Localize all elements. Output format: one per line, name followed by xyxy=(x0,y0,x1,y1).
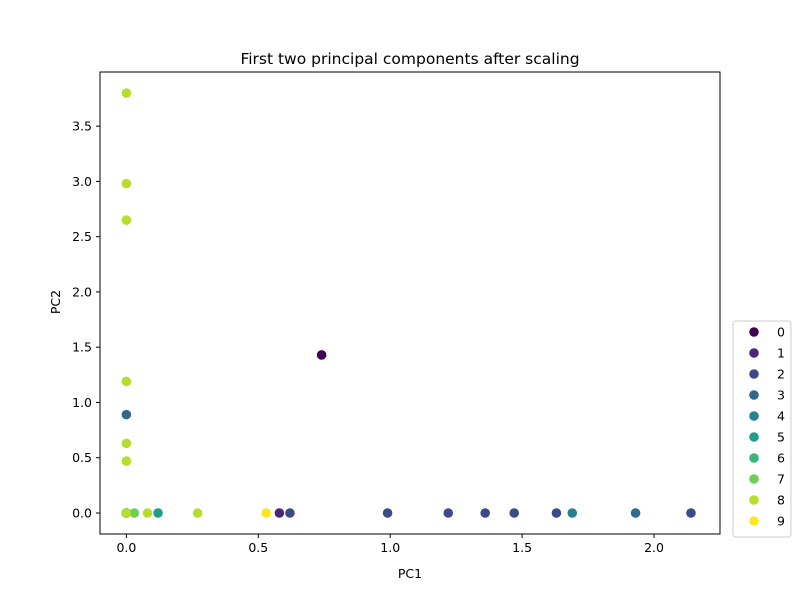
y-tick-label: 0.0 xyxy=(72,506,92,521)
legend-frame xyxy=(732,320,792,538)
data-point-class-2 xyxy=(480,508,490,518)
legend-label-7: 7 xyxy=(777,472,785,487)
data-point-class-8 xyxy=(121,215,132,225)
legend-marker-5 xyxy=(749,432,759,442)
data-point-class-3 xyxy=(121,409,132,420)
y-tick-label: 3.5 xyxy=(72,119,92,134)
plot-area xyxy=(99,71,721,535)
x-tick-label: 1.0 xyxy=(380,540,400,555)
data-point-class-2 xyxy=(509,508,520,518)
legend-marker-6 xyxy=(749,453,759,463)
data-point-class-8 xyxy=(121,438,132,449)
y-tick-label: 2.5 xyxy=(72,229,92,244)
data-point-class-8 xyxy=(121,376,132,387)
data-point-class-5 xyxy=(153,508,163,518)
y-axis-label: PC2 xyxy=(48,290,63,314)
x-tick-label: 0.5 xyxy=(248,540,268,555)
data-points xyxy=(121,88,696,518)
legend-label-2: 2 xyxy=(777,367,785,382)
legend-label-4: 4 xyxy=(777,409,785,424)
x-tick-label: 0.0 xyxy=(116,540,136,555)
legend-label-6: 6 xyxy=(777,451,785,466)
x-tick-label: 1.5 xyxy=(512,540,532,555)
data-point-class-3 xyxy=(630,508,641,518)
x-axis-label: PC1 xyxy=(398,566,422,581)
legend-marker-7 xyxy=(749,474,759,484)
data-point-class-8 xyxy=(192,508,203,518)
data-point-class-8 xyxy=(121,88,132,98)
legend-marker-1 xyxy=(749,348,759,358)
legend-marker-2 xyxy=(749,369,759,379)
data-point-class-8 xyxy=(142,508,153,518)
data-point-class-2 xyxy=(382,508,393,518)
data-point-class-7 xyxy=(129,508,140,518)
legend-marker-9 xyxy=(749,516,759,526)
legend-label-8: 8 xyxy=(777,493,785,508)
x-tick-label: 2.0 xyxy=(644,540,664,555)
data-point-class-1 xyxy=(274,508,285,518)
data-point-class-2 xyxy=(686,508,696,518)
data-point-class-9 xyxy=(261,508,272,518)
legend-marker-8 xyxy=(749,495,759,505)
y-tick-label: 1.0 xyxy=(72,395,92,410)
data-point-class-2 xyxy=(551,508,562,518)
data-point-class-0 xyxy=(316,350,327,360)
legend-marker-3 xyxy=(749,390,759,400)
legend-label-0: 0 xyxy=(777,325,785,340)
y-tick-label: 1.5 xyxy=(72,340,92,355)
legend-marker-4 xyxy=(749,411,759,421)
plot-frame xyxy=(99,71,721,535)
data-point-class-2 xyxy=(443,508,454,518)
data-point-class-2 xyxy=(285,508,295,518)
data-point-class-8 xyxy=(121,508,132,518)
legend-label-9: 9 xyxy=(777,514,785,529)
data-point-class-8 xyxy=(121,178,132,189)
legend-label-1: 1 xyxy=(777,346,785,361)
y-tick-label: 0.5 xyxy=(72,450,92,465)
y-tick-label: 3.0 xyxy=(72,174,92,189)
data-point-class-8 xyxy=(121,456,132,466)
legend-marker-0 xyxy=(749,327,759,337)
legend: 0 1 2 3 4 5 6 7 8 9 xyxy=(732,320,792,538)
x-axis: 0.0 0.5 1.0 1.5 2.0 xyxy=(116,534,664,555)
data-point-class-4 xyxy=(567,508,578,518)
legend-label-3: 3 xyxy=(777,388,785,403)
y-tick-label: 2.0 xyxy=(72,284,92,299)
y-axis: 0.0 0.5 1.0 1.5 2.0 2.5 3.0 3.5 xyxy=(72,119,100,521)
chart-title: First two principal components after sca… xyxy=(240,50,579,68)
legend-label-5: 5 xyxy=(777,430,785,445)
